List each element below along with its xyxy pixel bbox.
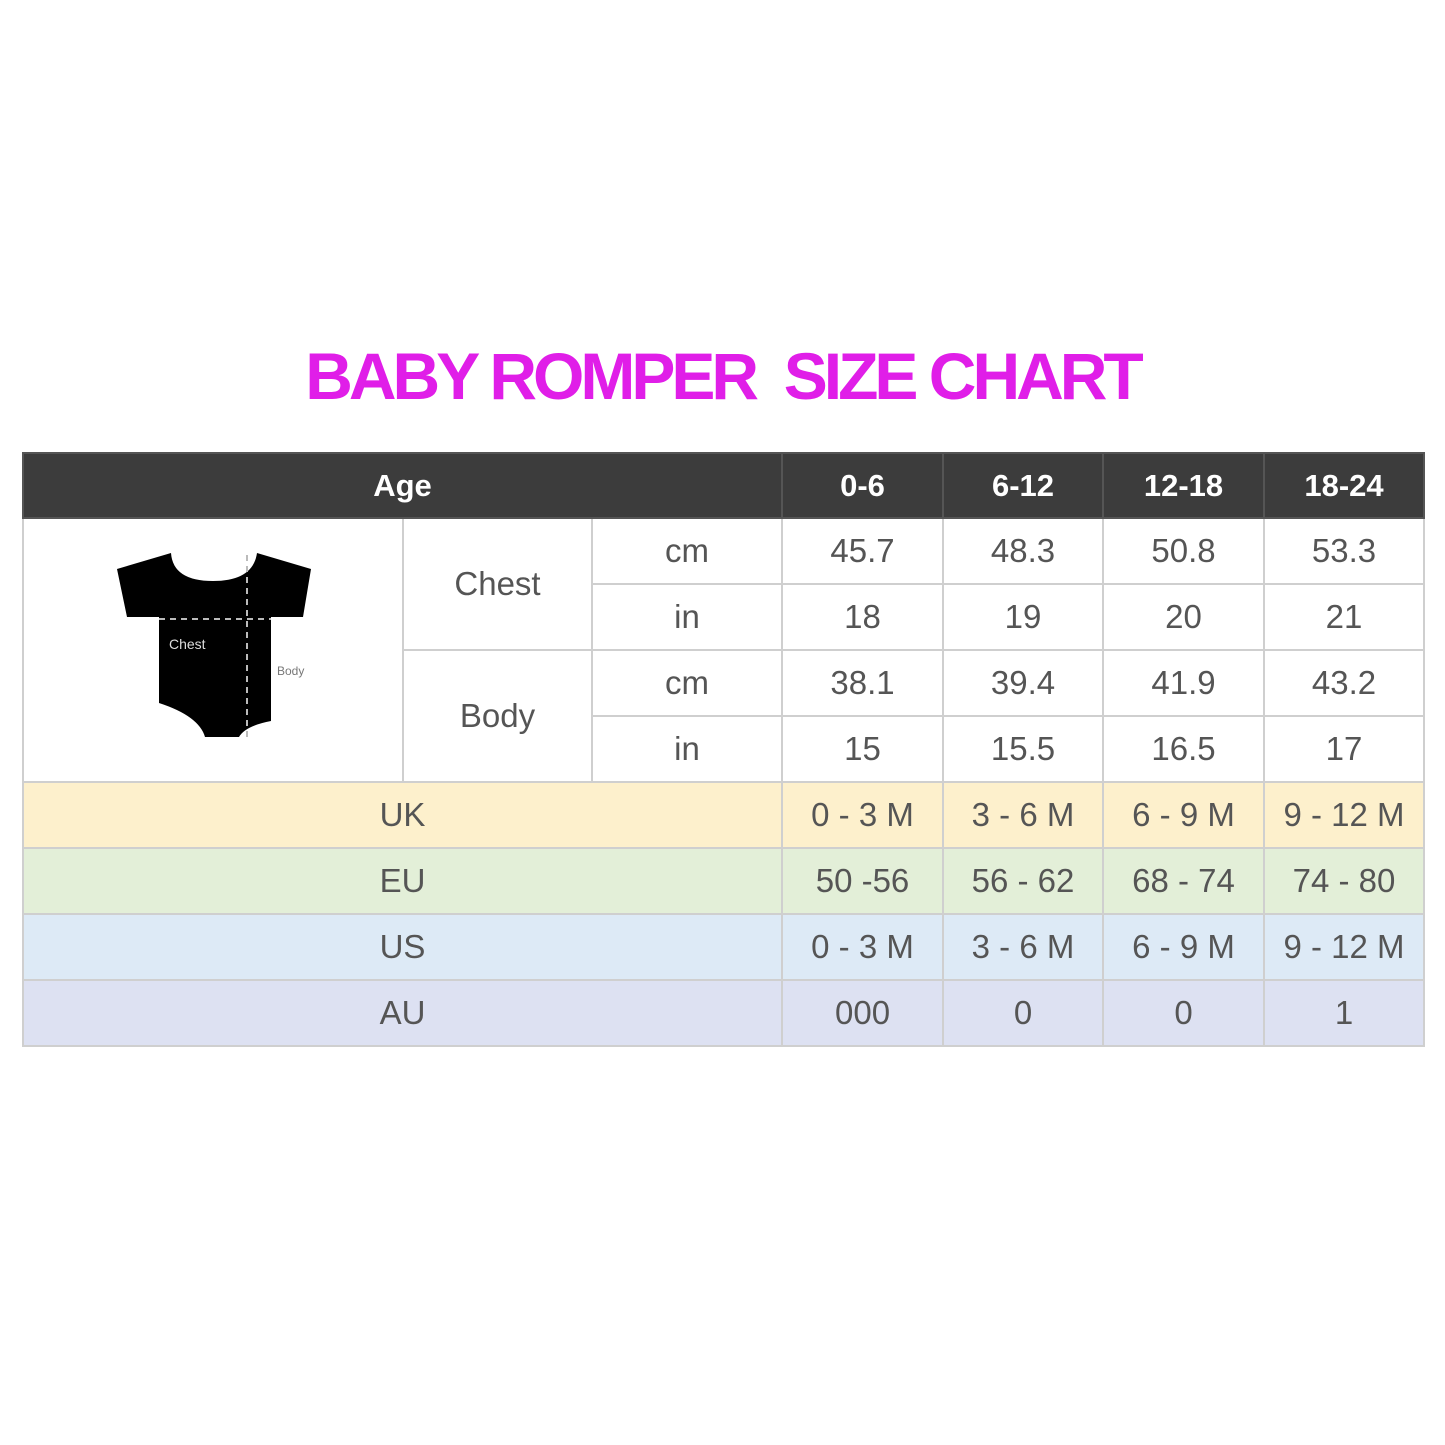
region-size-cell: 9 - 12 M — [1263, 913, 1426, 981]
region-size-cell: 68 - 74 — [1102, 847, 1266, 915]
header-age: Age — [21, 452, 784, 519]
value-cell: 43.2 — [1263, 649, 1426, 717]
romper-chest-label: Chest — [169, 636, 206, 652]
unit-label: in — [590, 583, 784, 651]
region-size-cell: 0 - 3 M — [781, 913, 945, 981]
region-size-cell: 1 — [1263, 979, 1426, 1047]
unit-label: in — [590, 715, 784, 783]
header-row: Age 0-6 6-12 12-18 18-24 — [21, 452, 1426, 519]
header-age-12-18: 12-18 — [1102, 452, 1266, 519]
value-cell: 39.4 — [942, 649, 1105, 717]
region-size-cell: 0 — [1102, 979, 1266, 1047]
region-size-cell: 50 -56 — [781, 847, 945, 915]
value-cell: 19 — [942, 583, 1105, 651]
region-size-cell: 3 - 6 M — [942, 913, 1105, 981]
value-cell: 15 — [781, 715, 945, 783]
measurement-row: in 18 19 20 21 — [23, 583, 1426, 651]
value-cell: 50.8 — [1102, 517, 1266, 585]
region-size-cell: 6 - 9 M — [1102, 913, 1266, 981]
region-name: US — [21, 913, 784, 981]
size-chart-table: Age 0-6 6-12 12-18 18-24 Chest Body Chest cm… — [21, 452, 1426, 1047]
value-cell: 16.5 — [1102, 715, 1266, 783]
value-cell: 18 — [781, 583, 945, 651]
unit-label: cm — [590, 649, 784, 717]
region-size-cell: 6 - 9 M — [1102, 781, 1266, 849]
measurement-row: Chest Body Chest cm 45.7 48.3 50.8 53.3 — [22, 517, 1426, 783]
value-cell: 20 — [1102, 583, 1266, 651]
header-age-6-12: 6-12 — [942, 452, 1105, 519]
value-cell: 53.3 — [1263, 517, 1426, 585]
region-size-cell: 000 — [781, 979, 945, 1047]
region-name: UK — [21, 781, 784, 849]
region-size-cell: 0 - 3 M — [781, 781, 945, 849]
measurement-name: Chest — [402, 517, 593, 651]
value-cell: 48.3 — [942, 517, 1105, 585]
value-cell: 38.1 — [781, 649, 945, 717]
region-size-cell: 56 - 62 — [942, 847, 1105, 915]
measurement-row: Body cm 38.1 39.4 41.9 43.2 — [23, 649, 1426, 783]
value-cell: 15.5 — [942, 715, 1105, 783]
measurement-row: in 15 15.5 16.5 17 — [23, 715, 1426, 783]
region-size-cell: 3 - 6 M — [942, 781, 1105, 849]
region-size-cell: 9 - 12 M — [1263, 781, 1426, 849]
region-row-eu: EU 50 -56 56 - 62 68 - 74 74 - 80 — [21, 847, 1426, 915]
region-size-cell: 0 — [942, 979, 1105, 1047]
value-cell: 21 — [1263, 583, 1426, 651]
header-age-0-6: 0-6 — [781, 452, 945, 519]
baby-romper-icon: Chest Body — [117, 553, 311, 739]
header-age-18-24: 18-24 — [1263, 452, 1426, 519]
value-cell: 45.7 — [781, 517, 945, 585]
region-size-cell: 74 - 80 — [1263, 847, 1426, 915]
chart-title: BABY ROMPER SIZE CHART — [305, 339, 1144, 413]
region-row-au: AU 000 0 0 1 — [21, 979, 1426, 1047]
region-name: EU — [21, 847, 784, 915]
value-cell: 17 — [1263, 715, 1426, 783]
value-cell: 41.9 — [1102, 649, 1266, 717]
romper-body-label: Body — [277, 664, 304, 678]
unit-label: cm — [590, 517, 784, 585]
measurement-name: Body — [402, 649, 593, 783]
romper-illustration: Chest Body — [22, 517, 404, 783]
region-name: AU — [21, 979, 784, 1047]
